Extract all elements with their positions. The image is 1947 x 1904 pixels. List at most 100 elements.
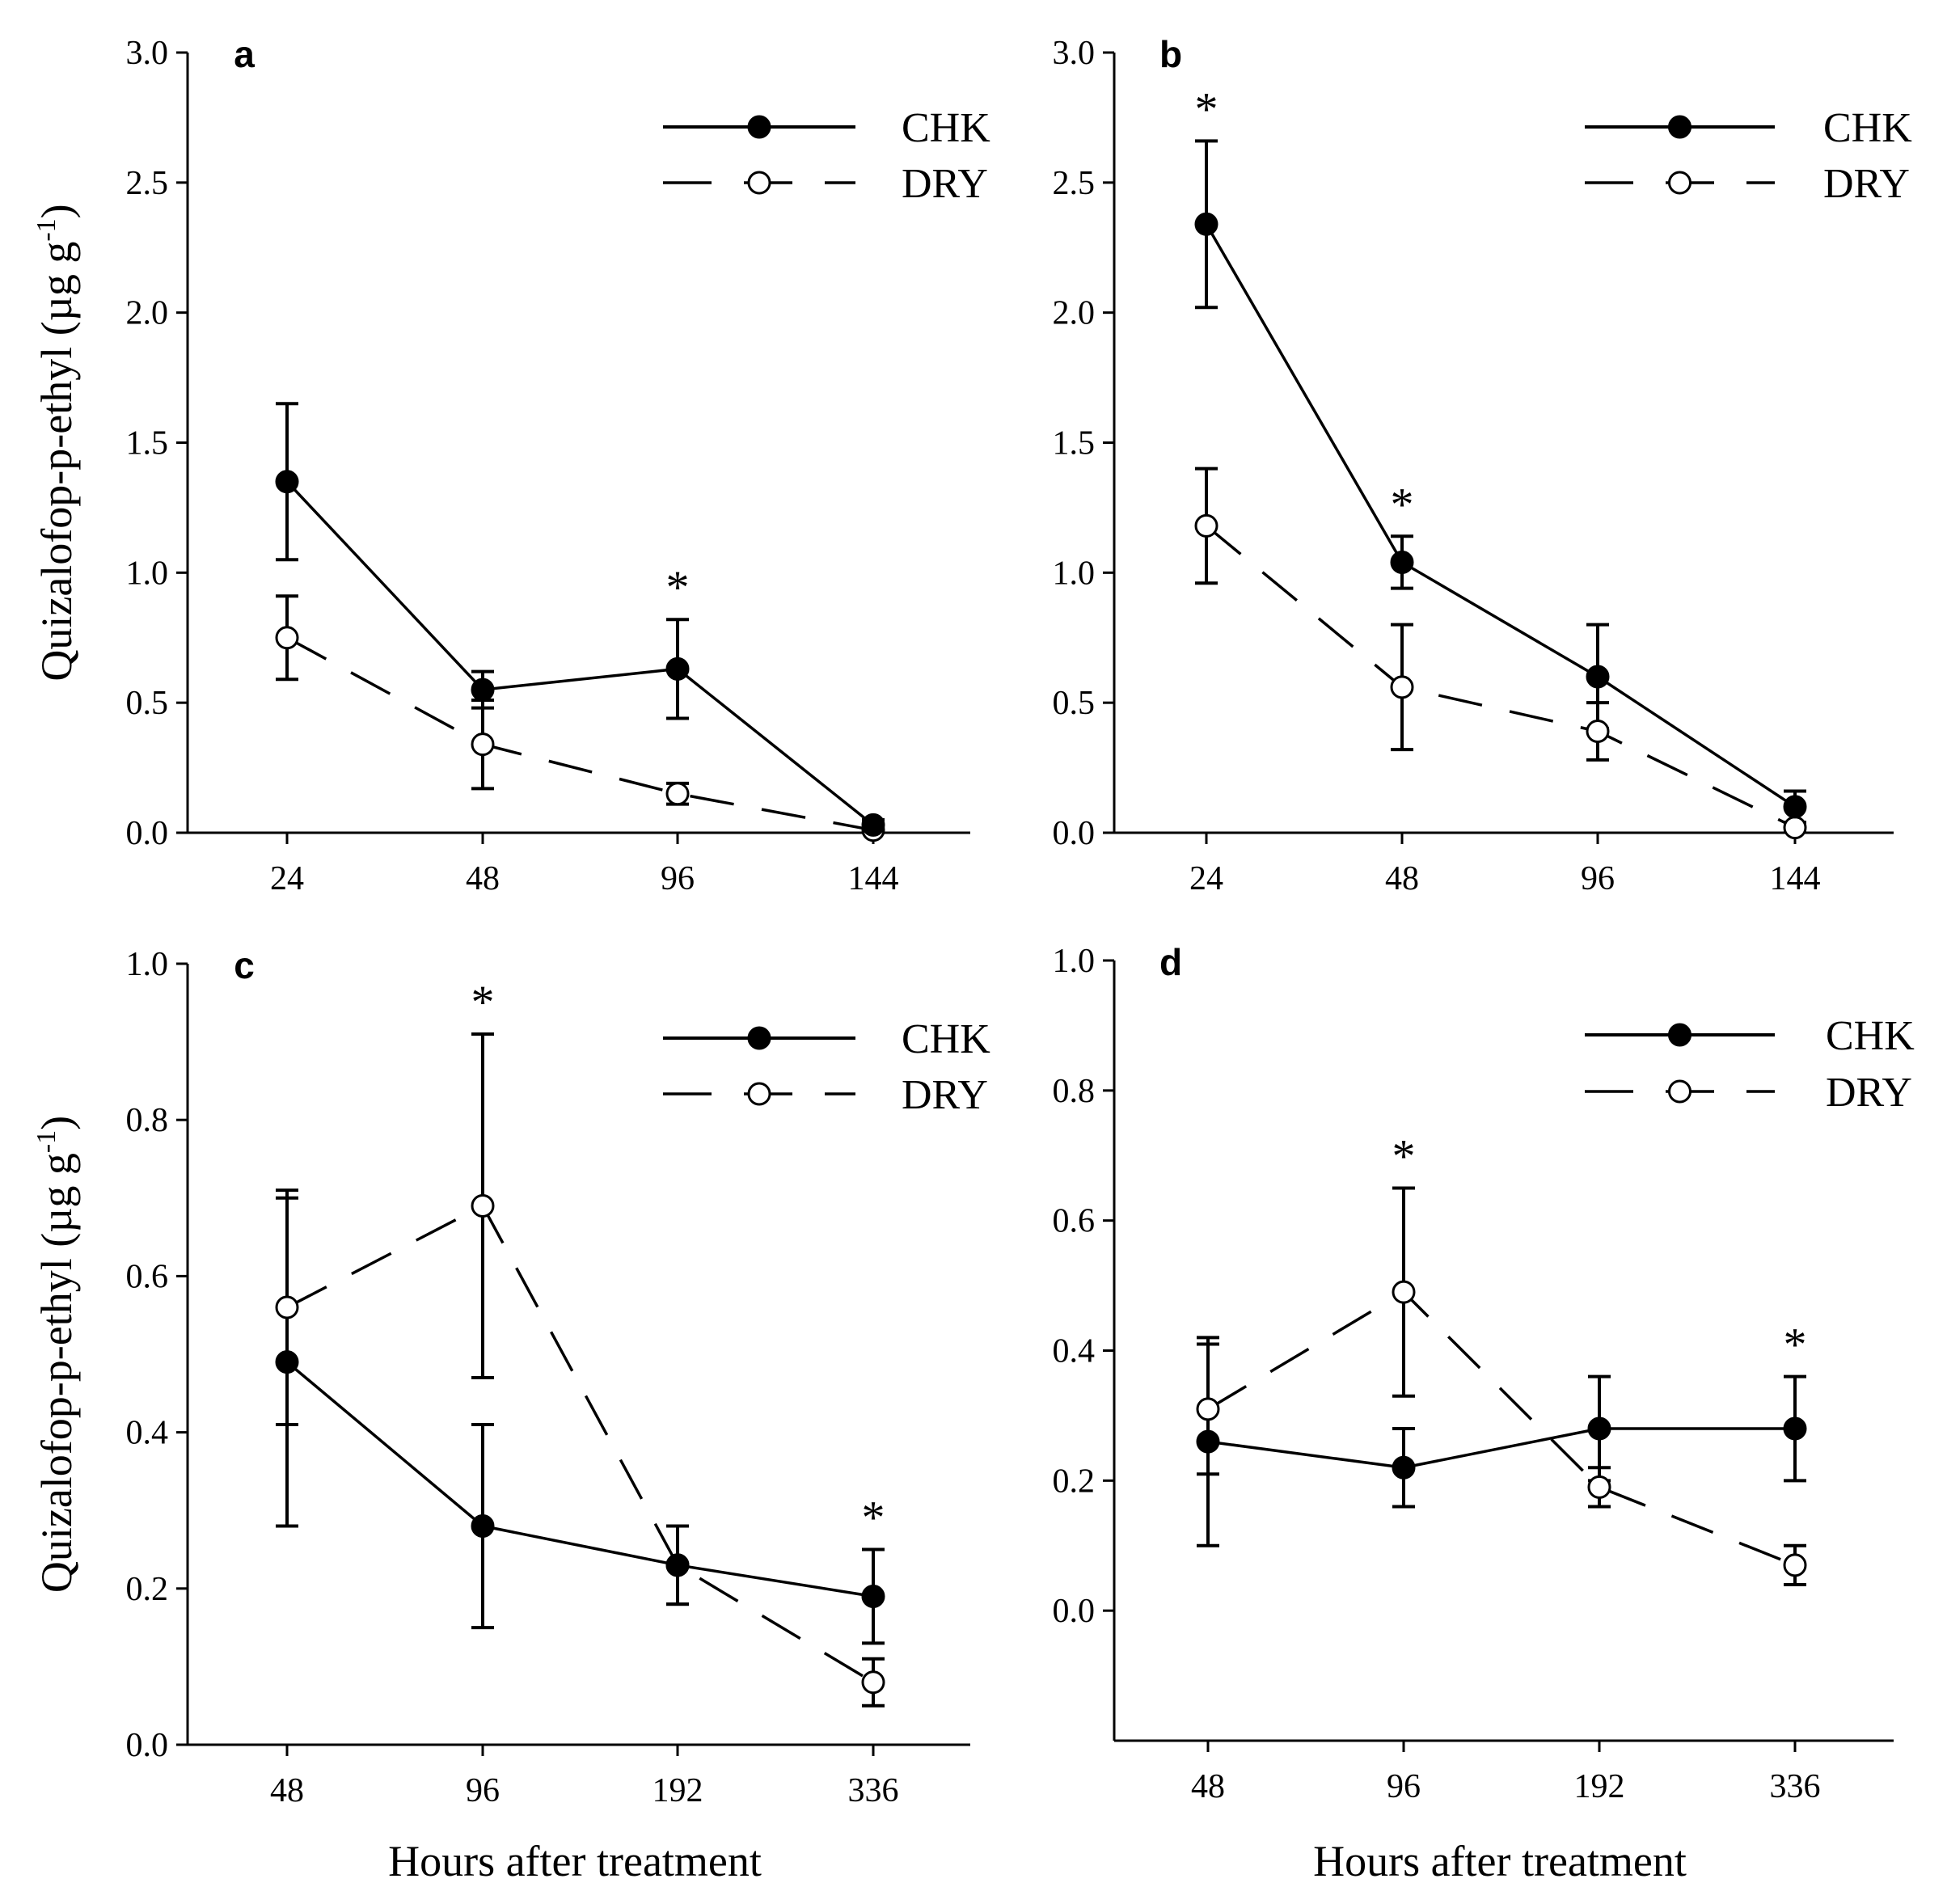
y-axis-title-main: Quizalofop-p-ethyl (µg g — [32, 242, 81, 682]
series-line-chk — [285, 480, 875, 826]
legend-marker-chk — [1668, 1023, 1691, 1047]
x-tick-label: 24 — [270, 860, 304, 897]
data-point-dry — [1194, 513, 1218, 538]
y-axis-title-exponent: -1 — [32, 218, 61, 241]
data-point-chk — [471, 1514, 495, 1539]
y-tick-label: 0.5 — [1053, 685, 1096, 722]
legend-label-dry: DRY — [902, 1072, 988, 1118]
data-point-chk — [275, 1350, 299, 1374]
significance-star: * — [666, 561, 690, 614]
data-point-dry — [1390, 675, 1414, 699]
data-point-dry — [1196, 1397, 1220, 1421]
data-point-dry — [1392, 1280, 1416, 1304]
legend-marker-dry — [747, 1082, 771, 1106]
data-point-chk — [665, 656, 690, 681]
panel-letter: c — [234, 944, 255, 986]
data-point-chk — [275, 470, 299, 494]
data-point-dry — [1586, 720, 1610, 744]
data-point-chk — [861, 813, 885, 837]
data-point-dry — [1783, 816, 1807, 840]
significance-star: * — [471, 976, 495, 1028]
data-point-chk — [1783, 795, 1807, 819]
y-tick-label: 1.0 — [1053, 555, 1096, 592]
y-tick-label: 2.0 — [126, 295, 169, 332]
y-tick-label: 0.0 — [126, 815, 169, 852]
data-point-dry — [471, 1193, 495, 1218]
y-tick-label: 0.4 — [126, 1415, 169, 1452]
x-axis-title: Hours after treatment — [1313, 1837, 1687, 1885]
data-point-dry — [275, 1295, 299, 1319]
chart-panel-c: 0.0 0.2 0.4 0.6 0.8 1.0 48 96 192 336 c * * CHK DRY Hou… — [32, 944, 990, 1885]
data-point-dry — [665, 782, 690, 806]
significance-star: * — [1392, 1129, 1416, 1182]
y-tick-label: 0.8 — [1053, 1073, 1096, 1110]
legend-label-dry: DRY — [1823, 161, 1910, 207]
x-tick-label: 336 — [1770, 1768, 1821, 1805]
legend-marker-dry — [1668, 171, 1691, 195]
y-tick-label: 0.2 — [126, 1571, 169, 1608]
legend-marker-chk — [1668, 115, 1691, 139]
panel-letter: a — [234, 33, 255, 75]
series-line-chk — [1207, 1427, 1795, 1470]
data-point-dry — [861, 1670, 885, 1695]
panel-letter: d — [1159, 941, 1182, 983]
y-tick-label: 0.5 — [126, 685, 169, 722]
y-tick-label: 3.0 — [1053, 35, 1096, 72]
data-point-dry — [471, 732, 495, 757]
data-point-dry — [275, 626, 299, 650]
series-line-dry — [286, 636, 874, 832]
significance-star: * — [862, 1492, 885, 1544]
y-tick-label: 2.5 — [1053, 165, 1096, 202]
x-tick-label: 144 — [848, 860, 899, 897]
data-point-dry — [1783, 1553, 1807, 1577]
data-point-chk — [861, 1584, 885, 1608]
legend-label-chk: CHK — [902, 1016, 990, 1062]
y-tick-label: 0.0 — [1053, 1593, 1096, 1630]
x-tick-label: 48 — [466, 860, 500, 897]
chart-panel-d: 0.0 0.2 0.4 0.6 0.8 1.0 48 96 192 336 d * * CHK DRY Hou… — [1053, 941, 1915, 1885]
x-tick-label: 96 — [661, 860, 695, 897]
y-axis-title: Quizalofop-p-ethyl (µg g-1) — [32, 1116, 81, 1593]
y-tick-label: 0.6 — [1053, 1203, 1096, 1240]
y-tick-label: 3.0 — [126, 35, 169, 72]
data-point-chk — [1392, 1455, 1416, 1480]
x-tick-label: 48 — [1385, 860, 1419, 897]
legend-label-dry: DRY — [1826, 1070, 1912, 1116]
data-point-dry — [1587, 1475, 1611, 1499]
significance-star: * — [1784, 1319, 1807, 1371]
series-line-chk — [1205, 223, 1796, 808]
data-point-chk — [1194, 212, 1218, 236]
legend-label-dry: DRY — [902, 161, 988, 207]
series-line-chk — [285, 1361, 874, 1598]
y-tick-label: 1.5 — [1053, 425, 1096, 462]
data-point-chk — [1390, 550, 1414, 574]
y-axis-title-close: ) — [32, 1116, 81, 1130]
chart-panel-b: 0.0 0.5 1.0 1.5 2.0 2.5 3.0 24 48 96 144 b * * CHK DRY — [1053, 33, 1913, 897]
y-axis-title-main: Quizalofop-p-ethyl (µg g — [32, 1153, 81, 1593]
series-line-dry — [1207, 1290, 1796, 1567]
x-tick-label: 144 — [1770, 860, 1821, 897]
legend-label-chk: CHK — [902, 105, 990, 151]
data-point-chk — [1587, 1416, 1611, 1441]
x-axis-title: Hours after treatment — [388, 1837, 762, 1885]
y-tick-label: 0.0 — [1053, 815, 1096, 852]
legend: CHK DRY — [1585, 105, 1912, 207]
y-tick-label: 0.0 — [126, 1727, 169, 1764]
series-line-dry — [286, 1204, 874, 1684]
x-tick-label: 96 — [1387, 1768, 1421, 1805]
data-point-chk — [1783, 1416, 1807, 1441]
legend: CHK DRY — [663, 1016, 990, 1118]
legend-marker-chk — [747, 115, 771, 139]
legend-marker-chk — [747, 1026, 771, 1050]
x-tick-label: 336 — [848, 1772, 899, 1809]
data-point-chk — [471, 678, 495, 702]
y-tick-label: 0.4 — [1053, 1333, 1096, 1370]
x-tick-label: 24 — [1189, 860, 1223, 897]
legend-marker-dry — [747, 171, 771, 195]
y-tick-label: 0.6 — [126, 1258, 169, 1295]
series-line-dry — [1205, 525, 1796, 830]
y-tick-label: 1.0 — [126, 946, 169, 983]
x-tick-label: 192 — [653, 1772, 703, 1809]
data-point-chk — [1586, 665, 1610, 689]
